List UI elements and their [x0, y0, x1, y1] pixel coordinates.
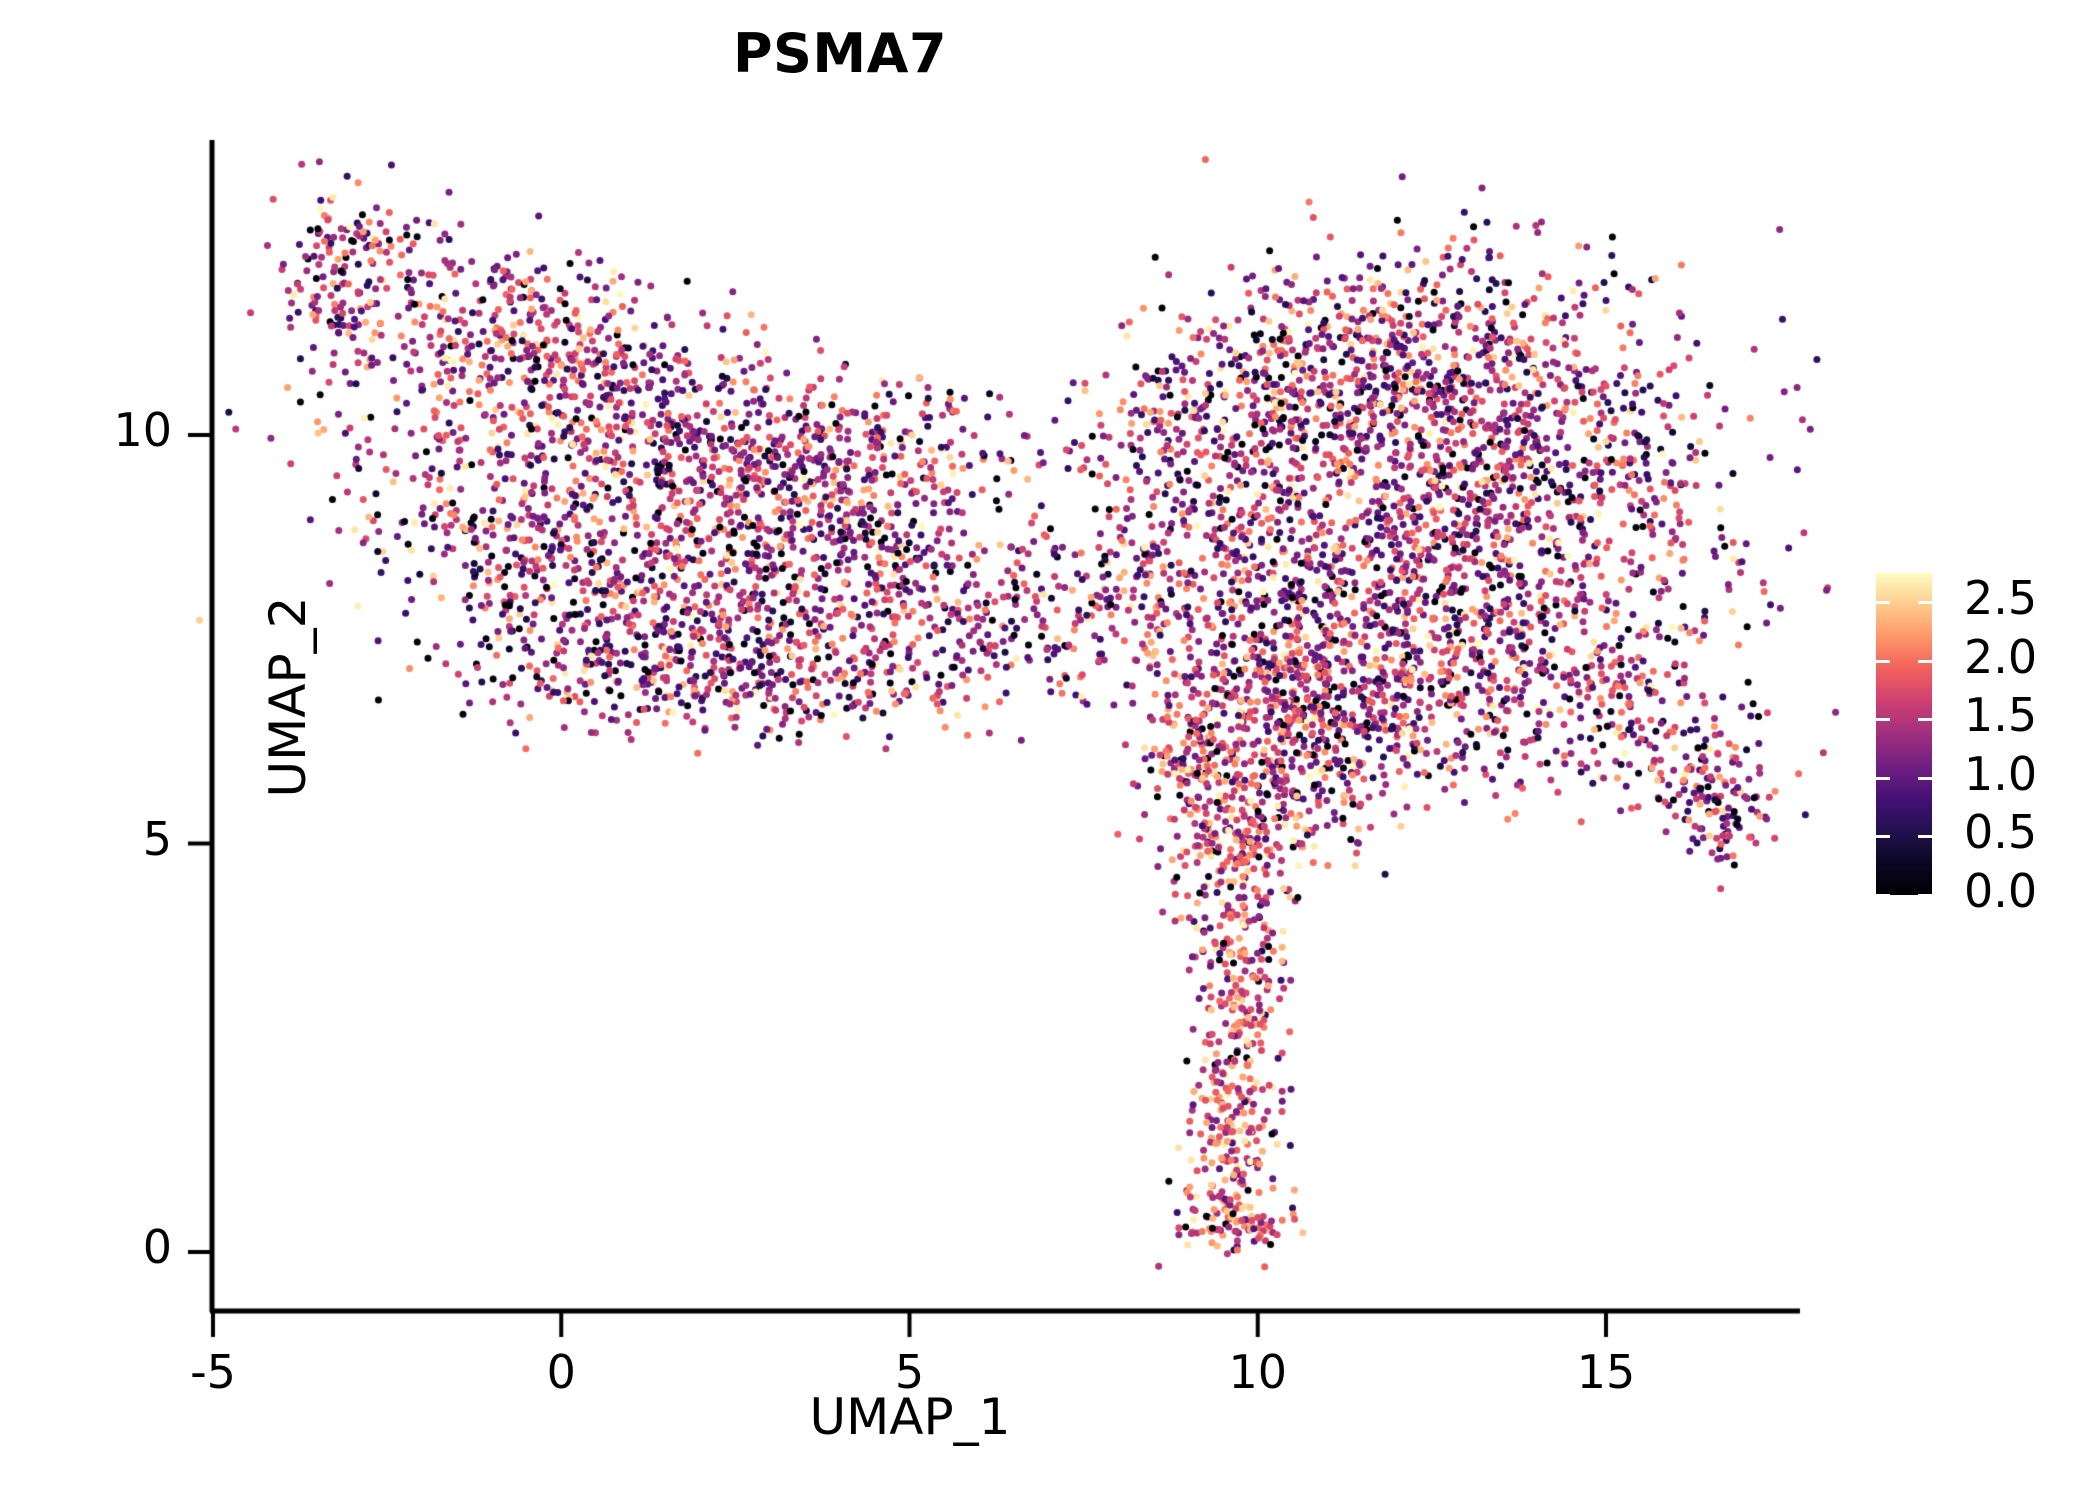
colorbar-tick-label: 0.5: [1964, 805, 2038, 860]
colorbar-tick-label: 1.5: [1964, 688, 2038, 743]
colorbar-tick-label: 2.5: [1964, 571, 2038, 626]
x-tick-label: 15: [1576, 1345, 1636, 1399]
colorbar-tick-label: 1.0: [1964, 746, 2038, 801]
colorbar-tick-mark: [1918, 659, 1932, 663]
x-tick-label: -5: [190, 1345, 236, 1399]
y-tick-label: 5: [142, 811, 172, 866]
colorbar-tick-mark: [1876, 601, 1890, 605]
y-tick-label: 10: [113, 403, 172, 457]
colorbar-tick-label: 2.0: [1964, 629, 2038, 684]
colorbar-tick-mark: [1876, 718, 1890, 722]
y-tick-label: 0: [142, 1220, 172, 1274]
colorbar-gradient: [1876, 573, 1932, 895]
colorbar-tick-mark: [1918, 718, 1932, 722]
colorbar-tick-mark: [1876, 894, 1890, 897]
colorbar-tick-mark: [1876, 659, 1890, 663]
x-tick-label: 5: [894, 1345, 925, 1399]
colorbar-tick-mark: [1918, 776, 1932, 780]
colorbar-tick-mark: [1918, 835, 1932, 839]
y-axis-label: UMAP_2: [259, 596, 317, 798]
colorbar-tick-mark: [1918, 894, 1932, 897]
x-tick-label: 10: [1228, 1345, 1288, 1399]
x-axis-label: UMAP_1: [809, 1388, 1011, 1446]
colorbar-tick-mark: [1876, 835, 1890, 839]
colorbar-tick-mark: [1918, 601, 1932, 605]
colorbar-tick-mark: [1876, 776, 1890, 780]
x-tick-label: 0: [546, 1345, 576, 1399]
colorbar-tick-label: 0.0: [1964, 864, 2038, 918]
